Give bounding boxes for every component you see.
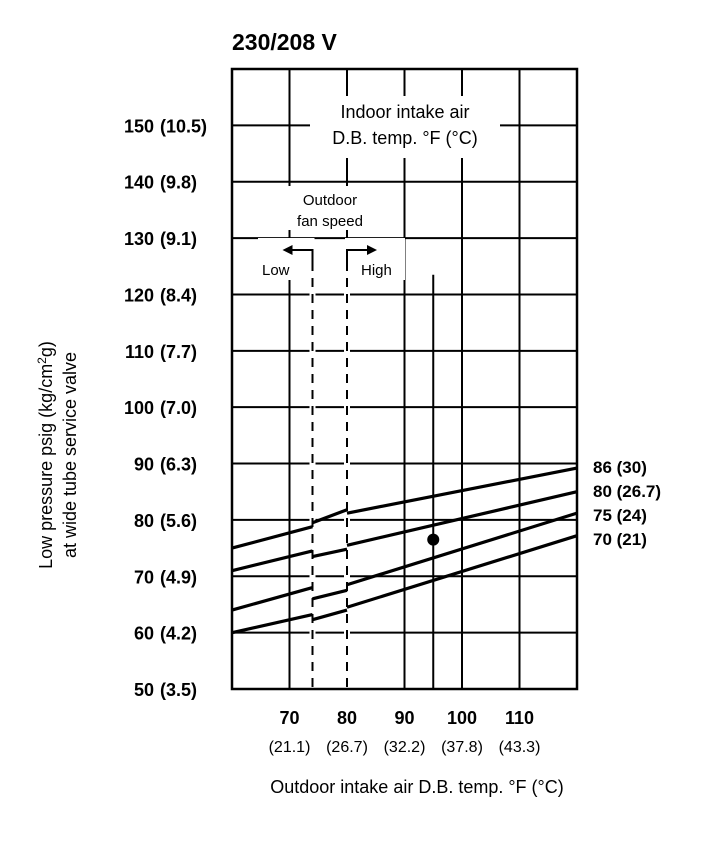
tick-labels: 150 (10.5) 140 (9.8) 130 (9.1) 120 (8.4) 110 (7.7… [124,116,540,756]
x-axis-label: Outdoor intake air D.B. temp. °F (°C) [270,777,563,797]
series-label: 86 (30) [593,458,647,477]
legend-title-line2: D.B. temp. °F (°C) [332,128,477,148]
y-tick-sublabel: (9.8) [160,173,197,193]
y-tick-sublabel: (4.2) [160,624,197,644]
example-marker [427,274,440,689]
y-tick-label: 60 [134,624,154,644]
fan-high-arrowhead [367,245,377,255]
y-tick-sublabel: (5.6) [160,511,197,531]
fan-low-bg [258,238,315,280]
fan-speed-label-line1: Outdoor [303,192,357,209]
y-axis-label-line2: at wide tube service valve [60,352,80,558]
y-tick-sublabel: (7.0) [160,398,197,418]
series-line-2 [231,549,313,573]
x-tick-sublabel: (32.2) [384,739,426,756]
series-line-3 [231,586,313,612]
series-line-4 [312,608,348,622]
y-tick-label: 130 [124,229,154,249]
series-line-1 [311,508,348,525]
y-tick-sublabel: (7.7) [160,342,197,362]
y-tick-sublabel: (8.4) [160,285,197,305]
x-tick-label: 80 [337,708,357,728]
series-line-3 [312,588,348,601]
series-line-4 [346,534,578,609]
x-tick-sublabel: (43.3) [499,739,541,756]
series-line-1 [346,466,578,515]
fan-high-label: High [361,262,392,279]
series-lines [231,466,578,635]
x-tick-sublabel: (37.8) [441,739,483,756]
y-tick-label: 150 [124,116,154,136]
plot-frame [230,67,579,691]
chart-title: 230/208 V [232,29,338,55]
x-tick-label: 90 [394,708,414,728]
example-point [427,533,440,546]
x-tick-label: 70 [279,708,299,728]
series-line-4 [231,613,313,635]
y-axis-label: Low pressure psig (kg/cm2g) at wide tube… [35,341,80,569]
y-axis-label-line1: Low pressure psig (kg/cm [36,364,56,569]
legend-title-line1: Indoor intake air [340,102,469,122]
legend-box [310,96,500,158]
y-axis-label-sup: 2 [35,357,49,364]
fan-high-arrow [346,249,369,262]
y-tick-sublabel: (10.5) [160,116,207,136]
y-tick-label: 120 [124,285,154,305]
x-tick-label: 100 [447,708,477,728]
fan-high-bg [345,238,405,280]
x-tick-sublabel: (26.7) [326,739,368,756]
fan-speed-label-bg [268,186,380,230]
series-label: 75 (24) [593,506,647,525]
fan-speed-label-line2: fan speed [297,213,363,230]
y-tick-sublabel: (6.3) [160,455,197,475]
x-tick-sublabel: (21.1) [269,739,311,756]
fan-low-label: Low [262,262,290,279]
y-tick-sublabel: (4.9) [160,567,197,587]
series-line-2 [346,490,578,547]
fan-speed-annotation: Outdoor fan speed Low High [258,186,405,689]
y-tick-label: 90 [134,455,154,475]
y-tick-sublabel: (9.1) [160,229,197,249]
series-label: 80 (26.7) [593,482,661,501]
series-labels: 86 (30) 80 (26.7) 75 (24) 70 (21) [593,458,661,549]
series-line-2 [312,547,348,559]
y-tick-label: 70 [134,567,154,587]
svg-text:Low pressure psig (kg/cm2g): Low pressure psig (kg/cm2g) [35,341,56,569]
series-line-1 [231,525,313,550]
y-tick-label: 80 [134,511,154,531]
y-tick-sublabel: (3.5) [160,680,197,700]
y-tick-label: 140 [124,173,154,193]
fan-low-arrow [290,249,314,262]
series-line-3 [346,511,578,587]
fan-low-arrowhead [282,245,293,255]
y-axis-label-line1-end: g) [36,341,56,357]
x-tick-label: 110 [505,708,534,728]
y-tick-label: 50 [134,680,154,700]
y-tick-label: 110 [125,342,154,362]
y-tick-label: 100 [124,398,154,418]
series-label: 70 (21) [593,530,647,549]
